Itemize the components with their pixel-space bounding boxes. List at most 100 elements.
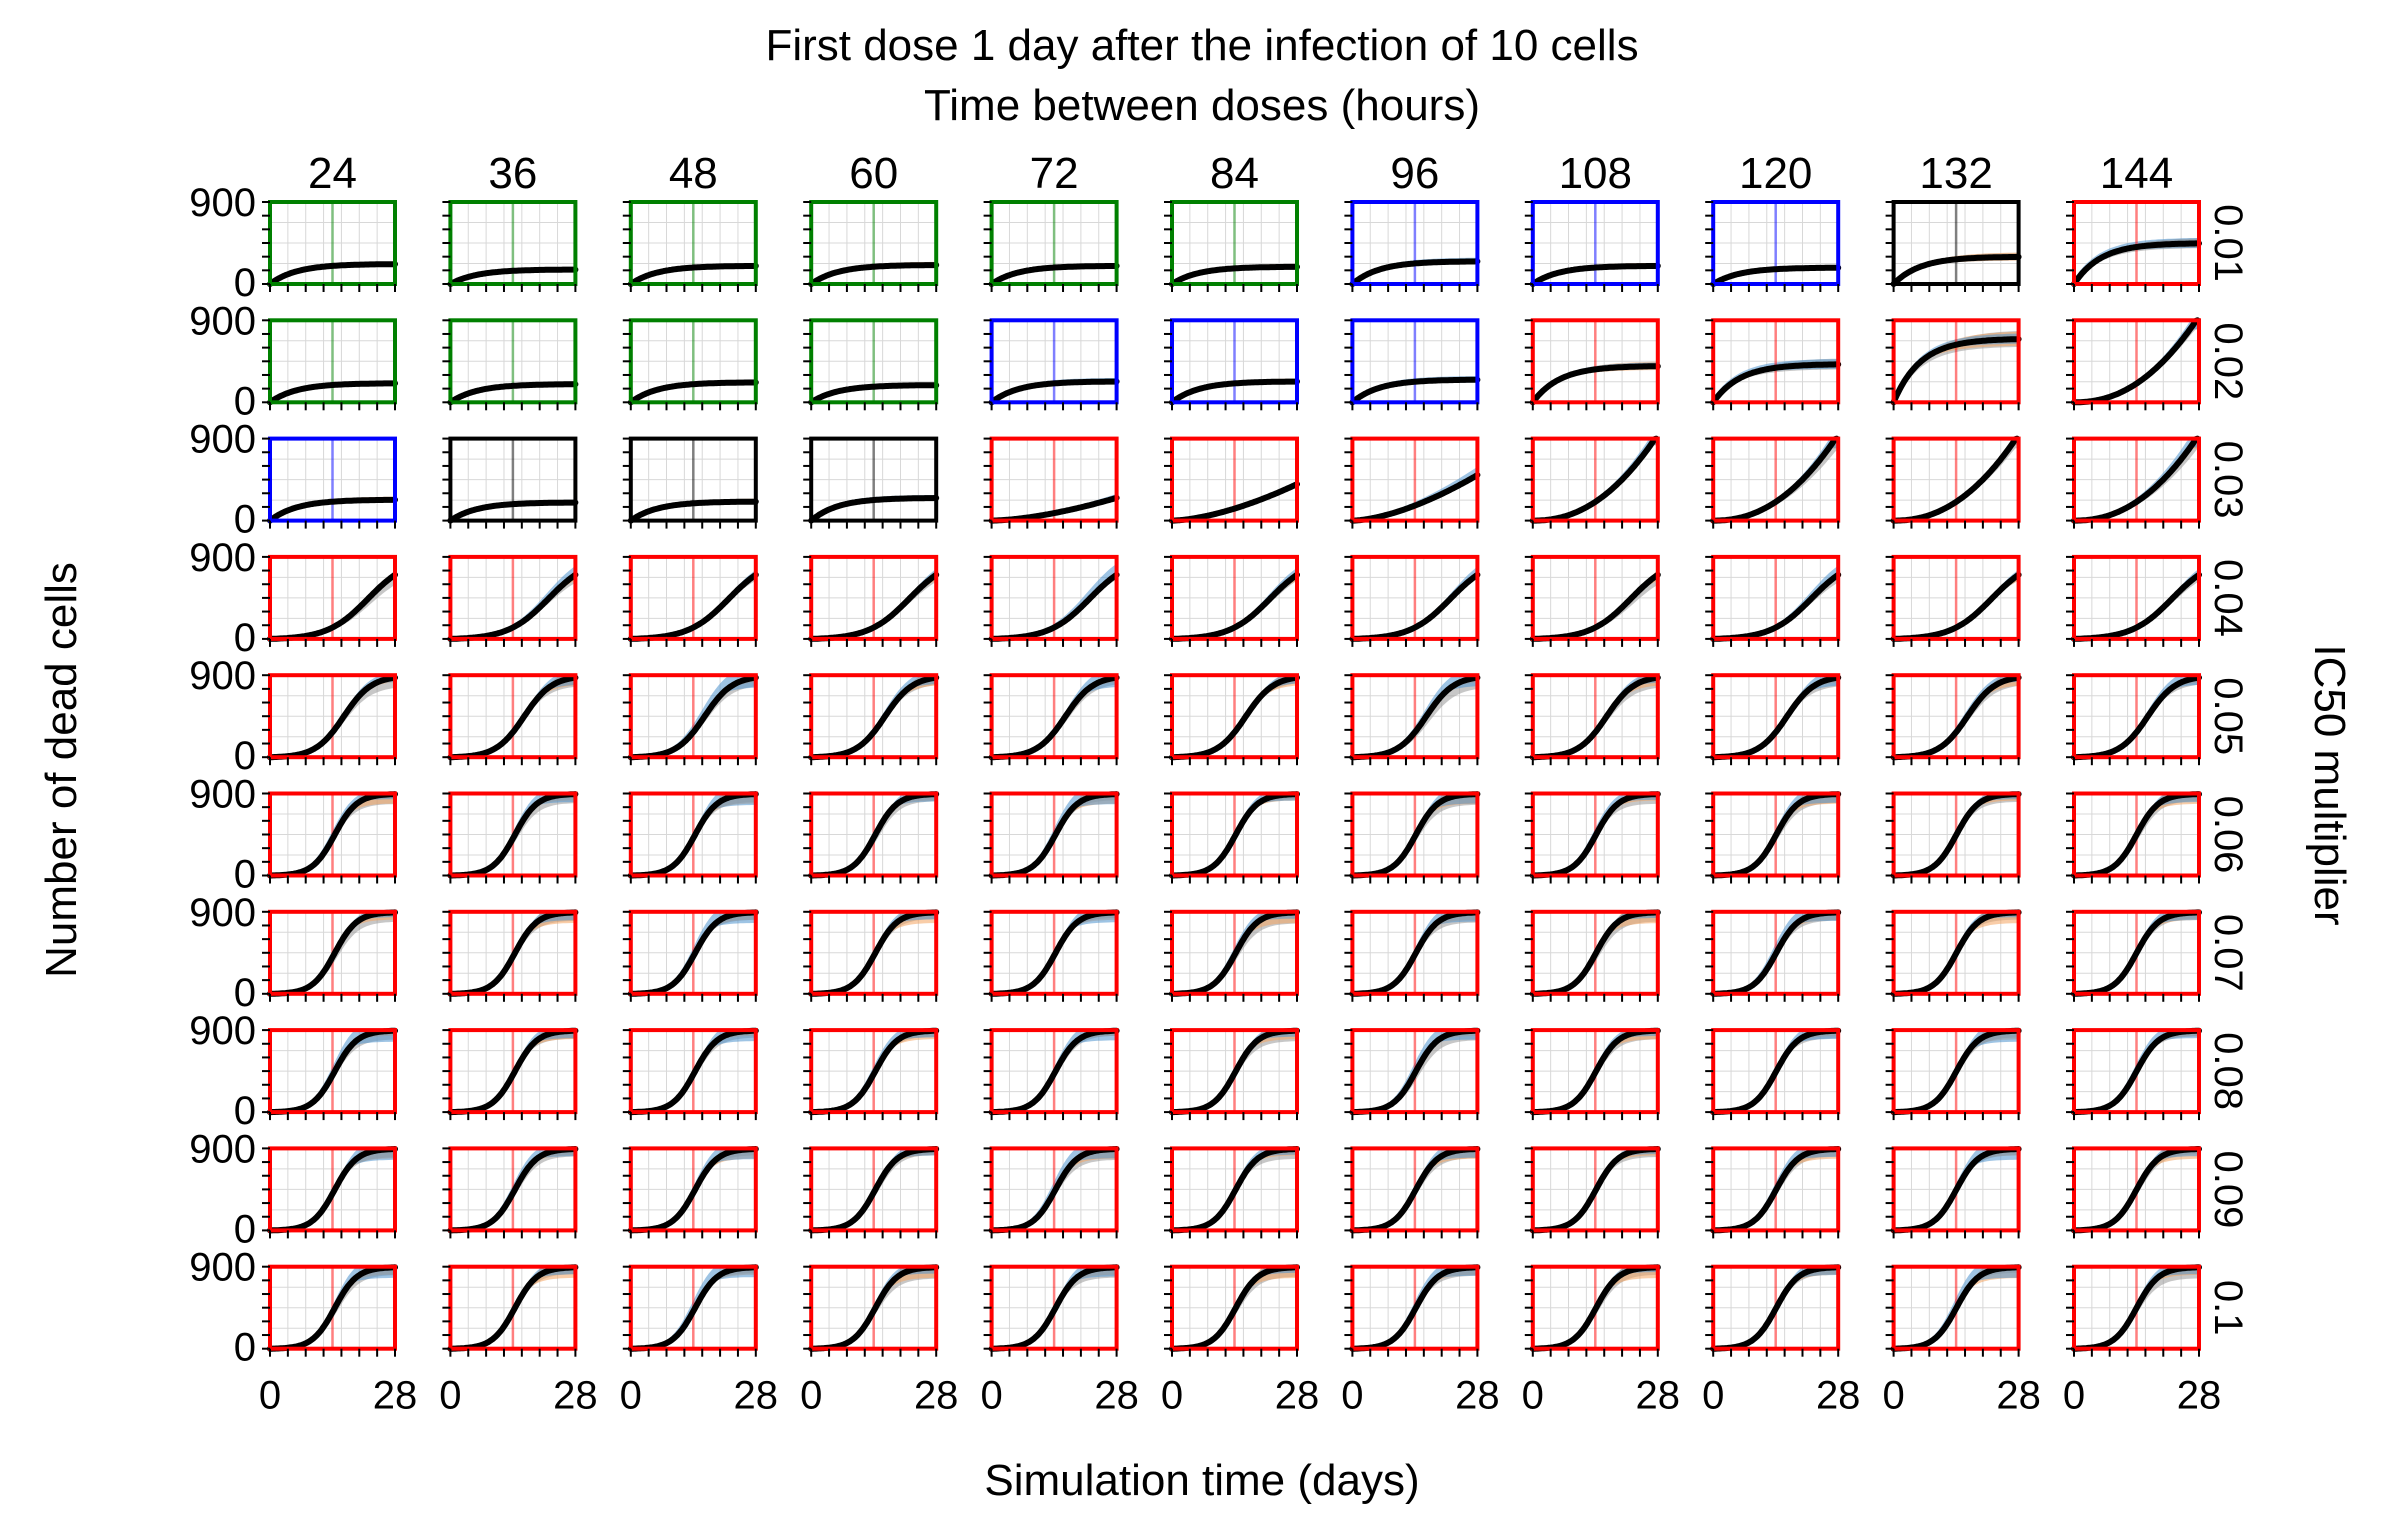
panel-r0-c7	[1524, 200, 1661, 292]
band-2	[811, 793, 937, 876]
y-tick-label: 0	[234, 1207, 256, 1251]
mean-line	[1890, 336, 2022, 406]
mean-line	[1890, 253, 2022, 287]
panel-r5-c7	[1524, 791, 1661, 884]
panel-r4-c5	[1164, 673, 1300, 766]
panel-r7-c3	[803, 1027, 940, 1121]
panel-r4-c6	[1344, 673, 1481, 766]
column-header: 60	[849, 149, 898, 198]
band-0	[2074, 675, 2199, 758]
panel-r0-c10	[2066, 200, 2202, 292]
row-label: 0.07	[2206, 914, 2250, 992]
panel-r8-c10	[2066, 1146, 2202, 1239]
y-tick-label: 0	[234, 1089, 256, 1133]
band-0	[1713, 358, 1839, 403]
panel-r4-c4	[983, 673, 1120, 766]
x-tick-label: 28	[1275, 1374, 1320, 1418]
band-0	[450, 1148, 576, 1231]
y-tick-label: 900	[189, 1246, 256, 1290]
x-tick-label: 28	[1455, 1374, 1500, 1418]
chart-title: First dose 1 day after the infection of …	[765, 21, 1638, 70]
band-1	[811, 911, 937, 994]
mean-line	[1169, 378, 1300, 406]
y-tick-label: 900	[189, 773, 256, 817]
x-tick-label: 28	[2177, 1374, 2222, 1418]
panel-r0-c1	[442, 200, 579, 292]
panel-r6-c4	[983, 909, 1120, 1002]
panel-r5-c4	[983, 791, 1120, 884]
panel-r2-c0	[262, 436, 398, 529]
panel-r9-c2	[622, 1264, 759, 1357]
band-1	[1893, 911, 2019, 994]
panel-r2-c4	[983, 436, 1120, 529]
x-tick-label: 28	[553, 1374, 598, 1418]
panel-r9-c5	[1164, 1264, 1300, 1357]
y-tick-label: 900	[189, 1127, 256, 1171]
panel-r6-c2	[622, 909, 759, 1002]
row-label: 0.1	[2206, 1280, 2250, 1336]
panel-r1-c4	[983, 318, 1120, 411]
panel-r7-c7	[1524, 1027, 1661, 1121]
panel-r8-c4	[983, 1146, 1120, 1239]
x-tick-label: 28	[373, 1374, 418, 1418]
panel-r7-c2	[622, 1027, 759, 1121]
band-1	[1532, 1266, 1658, 1349]
band-1	[1172, 1266, 1297, 1349]
panel-r2-c10	[2066, 435, 2201, 529]
mean-line	[447, 266, 579, 287]
panel-r1-c8	[1705, 318, 1842, 411]
panel-r9-c0	[262, 1264, 398, 1357]
row-label: 0.03	[2206, 441, 2250, 519]
panel-r3-c4	[983, 554, 1120, 647]
column-header: 72	[1030, 149, 1079, 198]
panel-r3-c5	[1164, 554, 1300, 647]
column-header: 36	[488, 149, 537, 198]
panel-r9-c8	[1705, 1264, 1842, 1357]
x-tick-label: 0	[1702, 1374, 1724, 1418]
panel-r6-c9	[1885, 909, 2022, 1002]
band-1	[1532, 911, 1658, 994]
panel-r0-c0	[262, 200, 398, 292]
column-header: 120	[1739, 149, 1812, 198]
band-2	[991, 911, 1117, 994]
panel-r1-c10	[2066, 317, 2201, 411]
mean-line	[1710, 361, 1842, 406]
y-tick-label: 0	[234, 734, 256, 778]
x-tick-label: 0	[1161, 1374, 1183, 1418]
panel-r6-c6	[1344, 909, 1481, 1002]
panel-r9-c6	[1344, 1264, 1481, 1357]
band-0	[991, 675, 1117, 758]
panel-r1-c2	[622, 318, 759, 411]
panel-r7-c1	[442, 1027, 579, 1121]
panel-r1-c1	[442, 318, 579, 411]
panel-r2-c8	[1705, 435, 1841, 529]
band-0	[1893, 675, 2019, 758]
band-2	[1713, 438, 1839, 521]
band-0	[1532, 1148, 1658, 1231]
band-2	[630, 1030, 756, 1113]
chart-subtitle: Time between doses (hours)	[924, 81, 1480, 130]
mean-line	[1169, 481, 1300, 524]
panel-r1-c6	[1344, 318, 1481, 411]
panel-r7-c8	[1705, 1027, 1842, 1121]
panel-r6-c7	[1524, 909, 1661, 1002]
panel-r7-c4	[983, 1027, 1120, 1121]
x-tick-label: 0	[800, 1374, 822, 1418]
band-0	[630, 675, 756, 758]
panel-r3-c6	[1344, 554, 1481, 647]
band-0	[1713, 675, 1839, 758]
right-axis-label: IC50 multiplier	[2305, 644, 2354, 925]
panel-r0-c2	[622, 200, 759, 292]
panel-r3-c2	[622, 554, 759, 647]
mean-line	[267, 496, 398, 524]
panel-r0-c5	[1164, 200, 1300, 292]
mean-line	[1349, 376, 1481, 406]
column-header: 84	[1210, 149, 1259, 198]
panel-r9-c3	[803, 1264, 940, 1357]
panel-r1-c9	[1885, 318, 2022, 411]
band-0	[1352, 675, 1478, 758]
band-1	[270, 793, 395, 876]
mean-line	[1349, 472, 1481, 524]
band-0	[1893, 793, 2019, 876]
mean-line	[627, 262, 759, 287]
